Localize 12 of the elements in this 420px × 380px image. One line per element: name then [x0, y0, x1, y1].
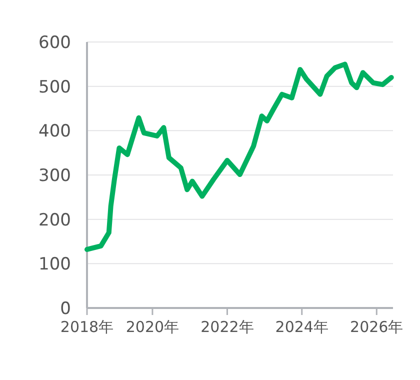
y-tick-label: 300: [38, 166, 71, 186]
x-tick-label: 2020年: [126, 318, 180, 336]
y-tick-label: 600: [38, 32, 71, 53]
x-tick-label: 2022年: [200, 318, 254, 336]
x-tick-label: 2018年: [60, 318, 114, 336]
x-tick-label: 2026年: [350, 318, 404, 336]
y-tick-label: 0: [60, 298, 71, 319]
y-tick-label: 200: [38, 210, 71, 230]
y-tick-label: 100: [38, 254, 71, 275]
y-tick-label: 400: [38, 122, 71, 142]
x-tick-label: 2024年: [275, 318, 328, 336]
y-tick-label: 500: [38, 77, 71, 98]
